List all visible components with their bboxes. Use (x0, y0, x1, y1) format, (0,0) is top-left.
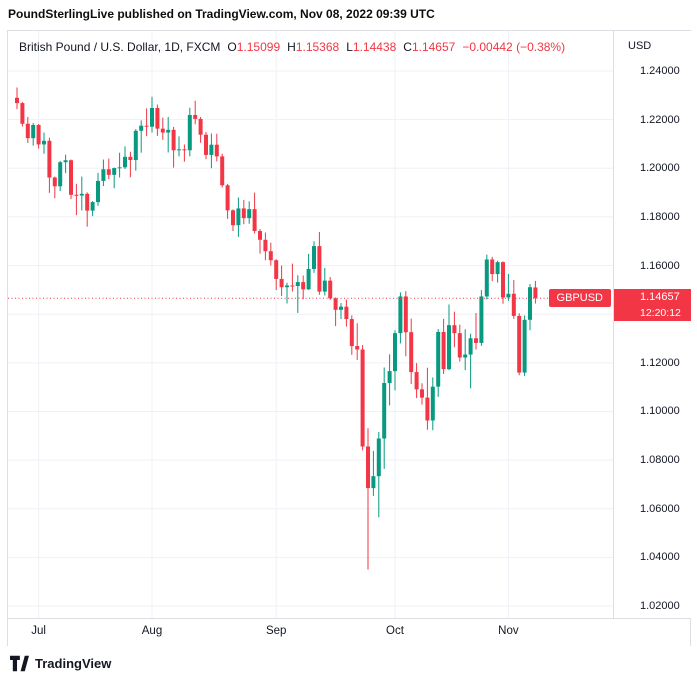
candlestick-chart[interactable] (8, 31, 613, 618)
tradingview-brand: TradingView (35, 655, 112, 671)
ohlc-open-value: 1.15099 (236, 40, 281, 54)
time-tick-label: Jul (31, 625, 46, 637)
price-tick-label: 1.04000 (640, 551, 680, 564)
price-tick-label: 1.10000 (640, 405, 680, 418)
price-tick-label: 1.18000 (640, 210, 680, 223)
ohlc-high-value: 1.15368 (295, 40, 340, 54)
price-tick-label: 1.08000 (640, 454, 680, 467)
chart-widget: British Pound / U.S. Dollar, 1D, FXCM O1.… (7, 30, 691, 646)
price-tick-label: 1.20000 (640, 162, 680, 175)
attribution-text: PoundSterlingLive published on TradingVi… (8, 7, 435, 21)
chart-plot-area[interactable]: British Pound / U.S. Dollar, 1D, FXCM O1.… (8, 31, 613, 618)
ohlc-open-label: O (227, 40, 237, 54)
time-axis[interactable]: Jul Aug Sep Oct Nov (8, 618, 690, 646)
price-tick-label: 1.24000 (640, 65, 680, 77)
time-tick-label: Nov (498, 625, 519, 637)
time-tick-label: Sep (265, 625, 287, 637)
price-line-symbol-badge: GBPUSD (548, 289, 611, 308)
currency-label: USD (628, 40, 652, 52)
price-tick-label: 1.02000 (640, 600, 680, 613)
price-tick-label: 1.16000 (640, 259, 680, 272)
last-price-badge: 1.14657 (614, 289, 691, 307)
attribution-bar: PoundSterlingLive published on TradingVi… (8, 7, 435, 21)
time-tick-label: Oct (386, 625, 404, 637)
ohlc-low-value: 1.14438 (352, 40, 397, 54)
price-tick-label: 1.12000 (640, 356, 680, 369)
bar-countdown-badge: 12:20:12 (614, 306, 691, 322)
time-tick-label: Aug (141, 625, 163, 637)
price-tick-label: 1.06000 (640, 502, 680, 515)
tradingview-logo-icon (10, 655, 29, 671)
change-value: −0.00442 (−0.38%) (462, 40, 566, 54)
ohlc-high-label: H (287, 40, 296, 54)
ohlc-close-label: C (403, 40, 412, 54)
ohlc-close-value: 1.14657 (411, 40, 456, 54)
ohlc-low-label: L (346, 40, 353, 54)
price-tick-label: 1.22000 (640, 113, 680, 126)
price-axis[interactable]: USD 1.14657 12:20:12 1.02000 1.04000 1.060… (613, 31, 691, 618)
symbol-description: British Pound / U.S. Dollar, 1D, FXCM (19, 40, 221, 54)
chart-legend: British Pound / U.S. Dollar, 1D, FXCM O1.… (19, 40, 565, 54)
tradingview-footer[interactable]: TradingView (10, 653, 111, 673)
